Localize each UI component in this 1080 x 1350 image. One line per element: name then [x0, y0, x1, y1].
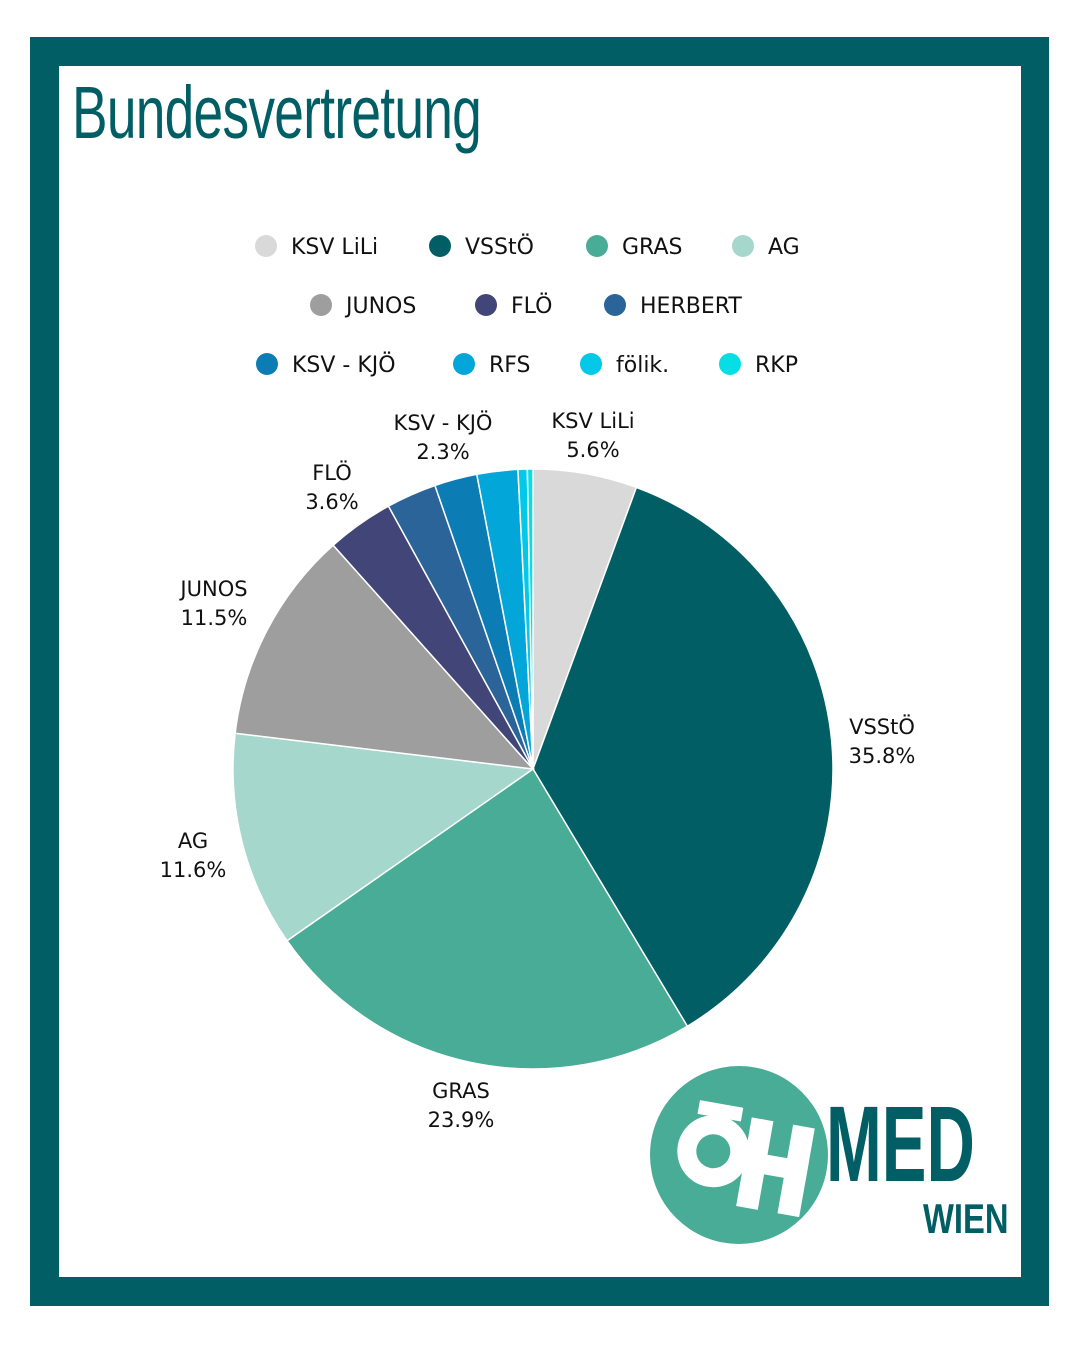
chart-legend: KSV LiLi VSStÖ GRAS AG JUNOS FLÖ HERBERT KSV - … [255, 234, 800, 378]
legend-swatch-vssto [429, 235, 451, 257]
legend-swatch-rkp [719, 353, 741, 375]
legend-swatch-flo [475, 294, 497, 316]
slice-value-label-gras: 23.9% [428, 1108, 495, 1132]
slice-value-label-vssto: 35.8% [849, 744, 916, 768]
legend-swatch-rfs [453, 353, 475, 375]
slice-name-label-junos: JUNOS [178, 577, 247, 601]
legend-swatch-ksv-lili [255, 235, 277, 257]
pie-slice-gras [285, 767, 689, 1070]
slice-name-label-vssto: VSStÖ [849, 714, 915, 739]
legend-label-ksv-lili: KSV LiLi [291, 235, 378, 260]
pie-slice-ag [232, 732, 536, 942]
legend-swatch-folik [580, 353, 602, 375]
pie-slice-vssto [532, 486, 834, 1028]
legend-label-ksv-kjo: KSV - KJÖ [292, 352, 396, 378]
slice-name-label-ksv-kjo: KSV - KJÖ [394, 410, 493, 435]
pie-slice-rkp [526, 468, 534, 770]
legend-label-rkp: RKP [755, 353, 798, 378]
legend-label-flo: FLÖ [511, 293, 552, 319]
slice-value-label-ag: 11.6% [160, 858, 227, 882]
legend-label-junos: JUNOS [344, 294, 416, 319]
pie-slice-junos [234, 544, 535, 770]
slice-name-label-ksv-lili: KSV LiLi [551, 409, 634, 433]
logo-wien-text: WIEN [923, 1195, 1009, 1242]
legend-swatch-junos [310, 294, 332, 316]
legend-swatch-ag [732, 235, 754, 257]
slice-value-label-junos: 11.5% [181, 606, 248, 630]
legend-label-folik: fölik. [616, 353, 669, 378]
slice-value-label-ksv-kjo: 2.3% [416, 440, 469, 464]
oh-med-wien-logo: MED WIEN [650, 1066, 1010, 1246]
logo-med-text: MED [826, 1083, 975, 1204]
legend-label-ag: AG [768, 235, 800, 260]
page-title: Bundesvertretung [72, 71, 482, 154]
legend-label-rfs: RFS [489, 353, 531, 378]
oh-logo-icon [677, 1100, 815, 1218]
legend-swatch-herbert [604, 294, 626, 316]
legend-swatch-gras [586, 235, 608, 257]
slice-name-label-ag: AG [178, 829, 208, 853]
pie-labels: KSV LiLi 5.6% VSStÖ 35.8% GRAS 23.9% AG 11.6% JU… [160, 409, 916, 1132]
legend-label-herbert: HERBERT [640, 294, 742, 319]
slice-value-label-flo: 3.6% [305, 490, 358, 514]
slice-value-label-ksv-lili: 5.6% [566, 438, 619, 462]
legend-swatch-ksv-kjo [256, 353, 278, 375]
slice-name-label-flo: FLÖ [312, 460, 352, 485]
pie-slices [232, 468, 834, 1070]
legend-label-gras: GRAS [622, 235, 682, 260]
legend-label-vssto: VSStÖ [465, 234, 534, 260]
slice-name-label-gras: GRAS [432, 1079, 490, 1103]
